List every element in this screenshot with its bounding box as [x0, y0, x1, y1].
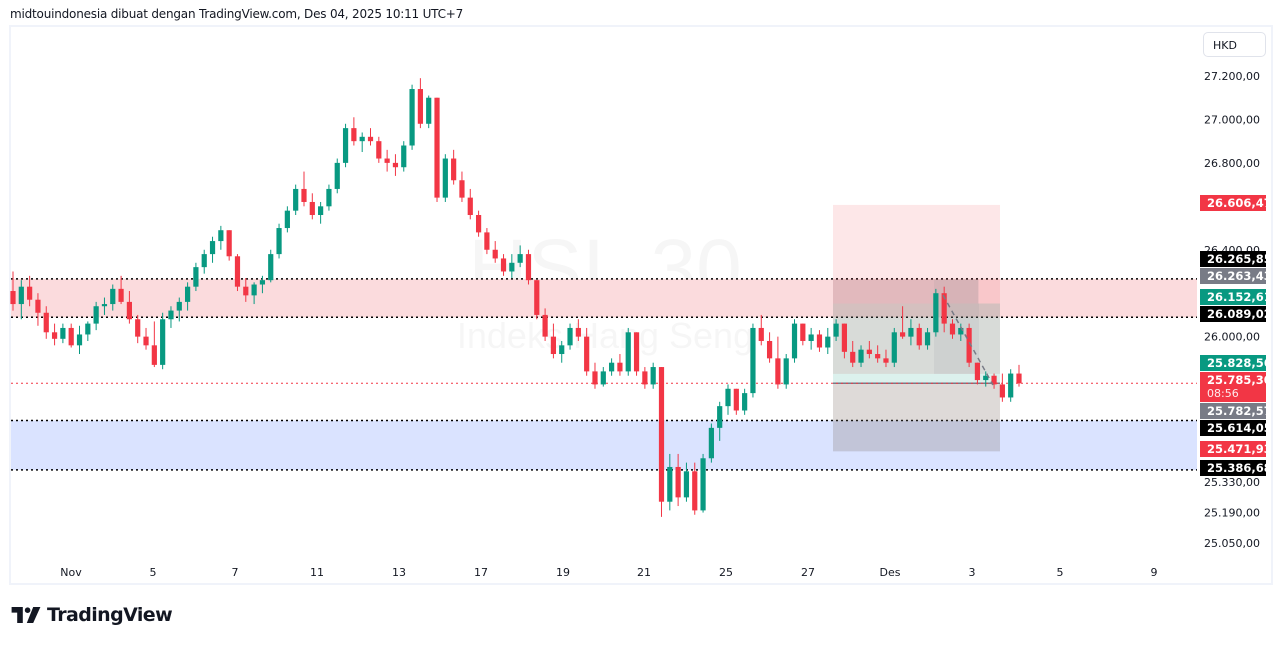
price-tick-label: 25.190,00	[1204, 507, 1260, 520]
time-tick-label: 13	[392, 566, 406, 579]
price-tag-value: 26.265,85	[1207, 252, 1272, 266]
brand-name: TradingView	[47, 604, 173, 626]
tradingview-logo-icon	[11, 607, 41, 623]
candlestick-series	[10, 78, 1022, 517]
take-profit-area[interactable]	[833, 373, 1000, 452]
price-tag: 25.386,68	[1200, 460, 1272, 476]
last-price-tag: 25.785,30 08:56	[1200, 372, 1272, 402]
time-tick-label: 25	[719, 566, 733, 579]
price-tag-value: 26.263,43	[1207, 269, 1272, 283]
support-zone[interactable]	[11, 420, 1197, 470]
price-tick-label: 26.800,00	[1204, 157, 1260, 170]
price-tag: 26.263,43	[1200, 268, 1272, 284]
time-tick-label: 5	[1057, 566, 1064, 579]
time-tick-label: 9	[1151, 566, 1158, 579]
svg-text:Indeks Hang Seng: Indeks Hang Seng	[457, 315, 753, 356]
price-tag-value: 25.782,57	[1207, 404, 1272, 418]
price-tick-label: 25.330,00	[1204, 476, 1260, 489]
projection-dashed-line	[942, 294, 994, 386]
price-tag: 26.606,47	[1200, 195, 1272, 211]
time-tick-label: 17	[474, 566, 488, 579]
chart-caption: midtouindonesia dibuat dengan TradingVie…	[10, 7, 464, 21]
time-tick-label: 21	[637, 566, 651, 579]
time-tick-label: Des	[880, 566, 901, 579]
price-tag: 25.782,57	[1200, 403, 1272, 419]
currency-selector[interactable]: HKD	[1203, 32, 1266, 57]
price-tag-value: 26.089,02	[1207, 307, 1272, 321]
price-tag-value: 25.386,68	[1207, 461, 1272, 475]
time-tick-label: 19	[556, 566, 570, 579]
time-tick-label: 3	[969, 566, 976, 579]
tradingview-logo[interactable]: TradingView	[11, 604, 173, 626]
resistance-zone[interactable]	[11, 278, 1197, 318]
time-tick-label: 27	[801, 566, 815, 579]
time-tick-label: 5	[150, 566, 157, 579]
price-tick-label: 26.000,00	[1204, 331, 1260, 344]
time-tick-label: Nov	[60, 566, 82, 579]
price-tag: 25.471,93	[1200, 441, 1272, 457]
price-tag-value: 25.785,30	[1207, 373, 1272, 387]
price-tag: 26.265,85	[1200, 251, 1272, 267]
chart-frame	[9, 25, 1273, 585]
price-tag: 25.614,05	[1200, 420, 1272, 436]
time-axis[interactable]: Nov 5 7 11 13 17 19 21 25 27 Des 3 5 9	[60, 566, 1157, 579]
price-tag: 26.089,02	[1200, 306, 1272, 322]
bar-countdown: 08:56	[1207, 387, 1239, 400]
price-tag-value: 25.828,56	[1207, 356, 1272, 370]
price-tag-value: 25.614,05	[1207, 421, 1272, 435]
price-tag-value: 26.606,47	[1207, 196, 1272, 210]
price-tag-value: 26.152,61	[1207, 290, 1272, 304]
time-tick-label: 11	[310, 566, 324, 579]
price-tag-value: 25.471,93	[1207, 442, 1272, 456]
price-tag: 25.828,56	[1200, 355, 1272, 371]
price-tag: 26.152,61	[1200, 289, 1272, 305]
price-tick-label: 27.200,00	[1204, 70, 1260, 83]
price-tick-label: 25.050,00	[1204, 537, 1260, 550]
price-tick-label: 27.000,00	[1204, 113, 1260, 126]
time-tick-label: 7	[232, 566, 239, 579]
